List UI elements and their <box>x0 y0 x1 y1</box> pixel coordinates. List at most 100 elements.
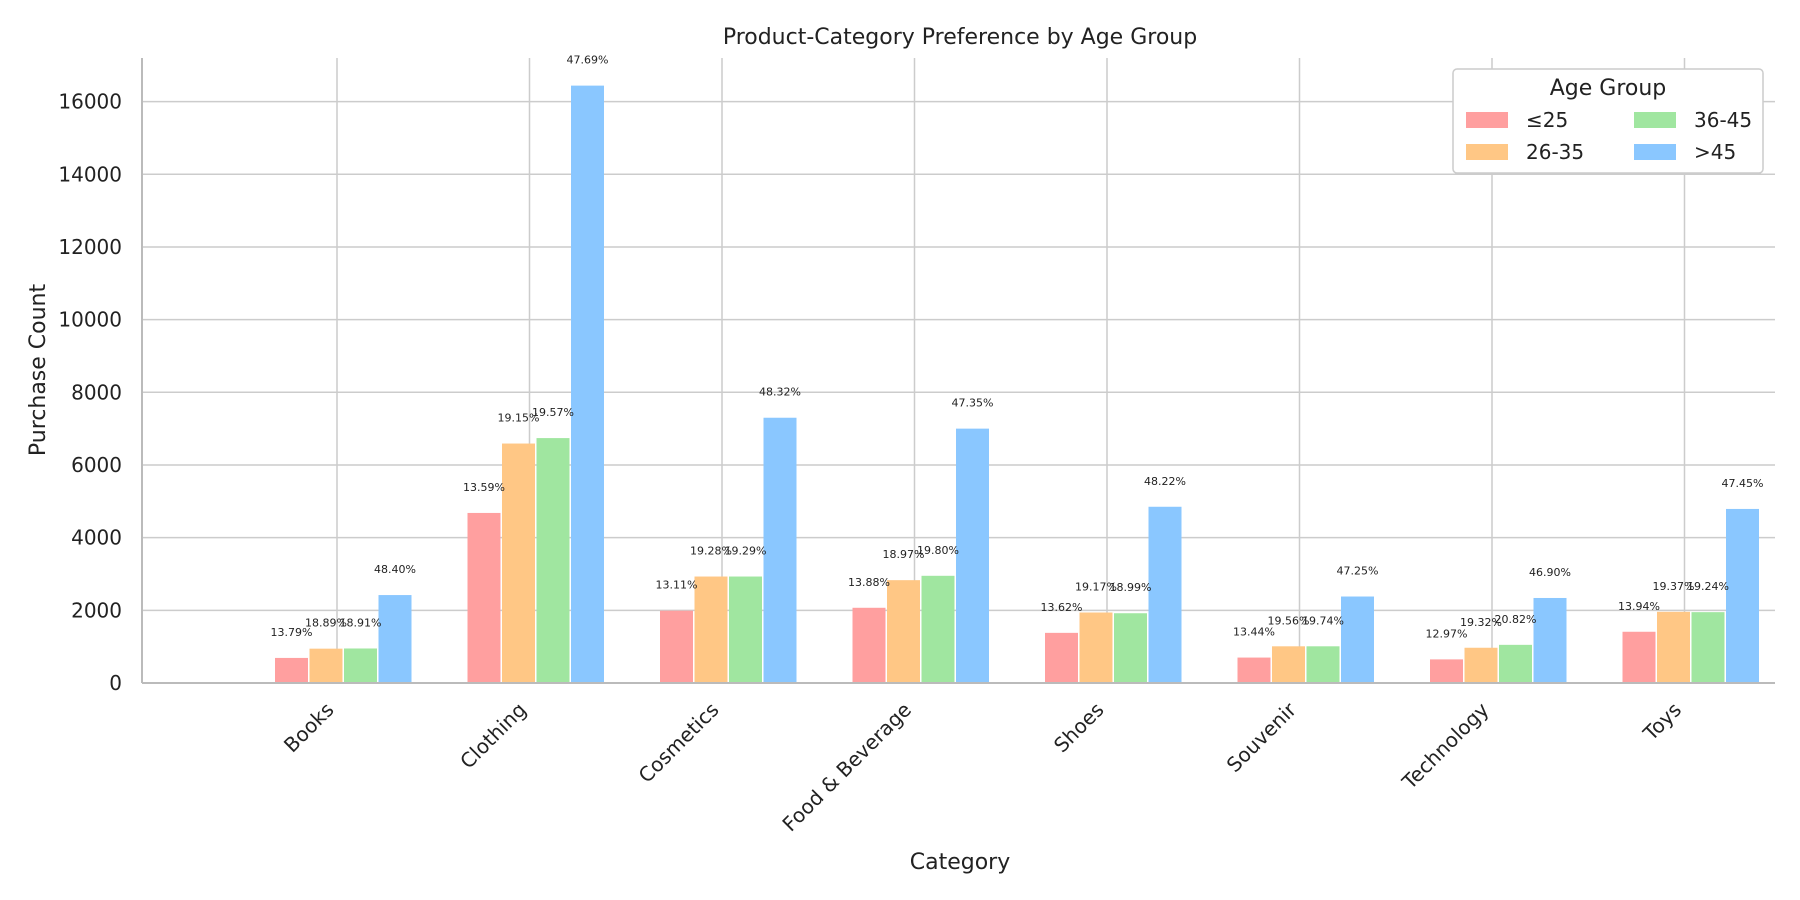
legend-swatch <box>1634 112 1676 128</box>
bar <box>763 417 797 683</box>
y-axis-label: Purchase Count <box>26 284 51 457</box>
bar-value-label: 19.37% <box>1653 580 1695 593</box>
bars <box>275 85 1759 684</box>
y-tick-label: 6000 <box>71 453 122 477</box>
bar <box>536 438 570 683</box>
bar-value-label: 13.79% <box>271 626 313 639</box>
bar-value-label: 19.57% <box>532 406 574 419</box>
bar-value-label: 46.90% <box>1529 566 1571 579</box>
bar <box>1148 506 1182 683</box>
bar-value-label: 12.97% <box>1426 627 1468 640</box>
bar-value-label: 48.22% <box>1144 475 1186 488</box>
y-tick-label: 10000 <box>58 308 122 332</box>
bar <box>729 576 762 683</box>
legend-label: 36-45 <box>1694 108 1752 132</box>
bar-value-label: 19.80% <box>917 544 959 557</box>
bar <box>1726 508 1759 683</box>
y-tick-label: 12000 <box>58 235 122 259</box>
bar <box>1045 632 1078 683</box>
y-tick-label: 4000 <box>71 526 122 550</box>
legend-swatch <box>1466 144 1508 160</box>
bar <box>502 443 535 683</box>
x-axis-label: Category <box>910 850 1011 875</box>
legend-swatch <box>1466 112 1508 128</box>
bar-value-label: 18.91% <box>340 616 382 629</box>
legend-label: ≤25 <box>1526 108 1568 132</box>
bar <box>1464 647 1498 683</box>
bar <box>571 85 604 684</box>
bar-value-label: 47.25% <box>1337 565 1379 578</box>
bar <box>660 610 693 683</box>
x-tick-label: Books <box>279 698 339 758</box>
bar-value-label: 13.44% <box>1233 626 1275 639</box>
bar <box>378 595 412 683</box>
bar-value-label: 19.15% <box>498 412 540 425</box>
bar-value-label: 18.89% <box>305 617 347 630</box>
legend-label: >45 <box>1694 140 1736 164</box>
bar-value-label: 19.74% <box>1302 614 1344 627</box>
x-tick-label: Technology <box>1397 697 1494 794</box>
bar-value-label: 47.45% <box>1722 477 1764 490</box>
bar-value-label: 13.59% <box>463 481 505 494</box>
bar-value-label: 13.94% <box>1618 600 1660 613</box>
bar <box>1499 644 1532 683</box>
bar <box>852 607 886 683</box>
bar-value-label: 13.62% <box>1041 601 1083 614</box>
bar-value-label: 13.11% <box>656 579 698 592</box>
chart-title: Product-Category Preference by Age Group <box>723 25 1197 50</box>
tick-labels: 0 2000 4000 6000 8000 10000 12000 14000 16000 Boo… <box>58 90 1686 836</box>
bar-value-label: 19.32% <box>1460 616 1502 629</box>
y-tick-label: 16000 <box>58 90 122 114</box>
legend-swatch <box>1634 144 1676 160</box>
x-tick-label: Food & Beverage <box>777 698 916 837</box>
bar <box>1691 612 1725 683</box>
legend-label: 26-35 <box>1526 140 1584 164</box>
bar-value-label: 13.88% <box>848 576 890 589</box>
bar <box>344 648 377 683</box>
bar <box>1079 612 1113 683</box>
x-tick-label: Clothing <box>455 698 531 774</box>
bar <box>694 576 728 683</box>
grid-lines <box>142 58 1775 684</box>
bar-value-label: 20.82% <box>1495 613 1537 626</box>
bar-value-label: 48.40% <box>374 563 416 576</box>
bar <box>1306 646 1340 683</box>
bar <box>1622 631 1656 683</box>
bar <box>1114 613 1147 683</box>
bar-value-label: 19.29% <box>725 545 767 558</box>
bar-value-label: 18.97% <box>883 548 925 561</box>
bar <box>1237 657 1271 683</box>
bar <box>1341 596 1374 683</box>
legend-title: Age Group <box>1550 76 1667 101</box>
bar <box>309 648 343 683</box>
x-tick-label: Toys <box>1638 698 1686 746</box>
legend-frame <box>1452 68 1764 174</box>
bar-value-label: 19.56% <box>1268 614 1310 627</box>
bar <box>887 580 920 683</box>
bar <box>956 428 989 683</box>
bar-value-label: 48.32% <box>759 386 801 399</box>
axes <box>141 58 1775 684</box>
legend: Age Group ≤25 26-35 36-45 >45 <box>1452 68 1764 174</box>
legend-items: ≤25 26-35 36-45 >45 <box>1466 108 1752 164</box>
bar <box>1430 659 1463 683</box>
bar <box>1272 646 1305 683</box>
bar <box>1533 597 1567 683</box>
bar <box>467 512 501 683</box>
bar-value-label: 19.24% <box>1687 580 1729 593</box>
y-tick-label: 2000 <box>71 598 122 622</box>
bar <box>921 575 955 683</box>
bar <box>1657 611 1690 683</box>
x-tick-label: Cosmetics <box>634 698 724 788</box>
bar-value-label: 19.17% <box>1075 581 1117 594</box>
bar-value-label: 18.99% <box>1110 581 1152 594</box>
bar-value-label: 19.28% <box>690 545 732 558</box>
y-tick-label: 8000 <box>71 380 122 404</box>
y-tick-label: 14000 <box>58 162 122 186</box>
x-tick-label: Souvenir <box>1222 697 1302 777</box>
y-tick-label: 0 <box>109 671 122 695</box>
bar-value-label: 47.35% <box>952 397 994 410</box>
bar <box>275 657 308 683</box>
